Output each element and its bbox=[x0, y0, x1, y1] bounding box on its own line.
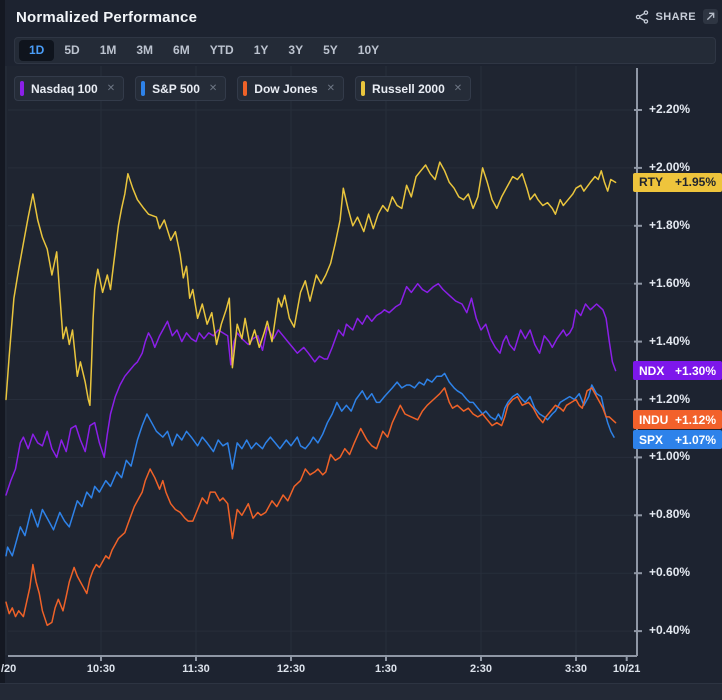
last-value-badge-ndx: NDX +1.30% bbox=[633, 361, 722, 381]
page-title: Normalized Performance bbox=[16, 9, 198, 26]
remove-chip-icon[interactable]: ✕ bbox=[208, 83, 218, 94]
popout-button[interactable] bbox=[703, 9, 718, 24]
badge-symbol: RTY bbox=[639, 175, 663, 190]
legend-chip-russell-2000[interactable]: Russell 2000 ✕ bbox=[355, 76, 472, 101]
badge-value: +1.95% bbox=[674, 175, 716, 190]
x-axis-label: 11:30 bbox=[182, 663, 210, 675]
x-axis-label: /20 bbox=[1, 663, 17, 675]
legend-chip-nasdaq-100[interactable]: Nasdaq 100 ✕ bbox=[14, 76, 125, 101]
badge-symbol: SPX bbox=[639, 432, 664, 447]
share-label: SHARE bbox=[655, 11, 696, 23]
y-axis-label: +2.20% bbox=[649, 102, 691, 116]
tab-3m[interactable]: 3M bbox=[136, 43, 154, 57]
series-line-indu bbox=[5, 387, 617, 627]
x-axis-label: 10:30 bbox=[86, 663, 116, 675]
legend-chip-s-p-500[interactable]: S&P 500 ✕ bbox=[135, 76, 227, 101]
bottom-panel bbox=[0, 683, 722, 700]
x-axis-label: 3:30 bbox=[564, 663, 588, 675]
y-axis-label: +1.60% bbox=[649, 275, 691, 290]
x-axis-label: 1:30 bbox=[374, 663, 398, 675]
range-tabbar: 1D 5D 1M 3M 6M YTD 1Y 3Y 5Y 10Y bbox=[14, 37, 716, 64]
series-line-ndx bbox=[5, 282, 617, 496]
last-value-badge-spx: SPX +1.07% bbox=[633, 430, 722, 450]
tab-1m[interactable]: 1M bbox=[99, 43, 117, 57]
tab-ytd[interactable]: YTD bbox=[209, 43, 234, 57]
y-axis-label: +0.40% bbox=[649, 623, 691, 638]
badge-symbol: INDU bbox=[639, 412, 669, 427]
series-color-bar bbox=[141, 81, 146, 96]
legend: Nasdaq 100 ✕ S&P 500 ✕ Dow Jones ✕ Russell 200… bbox=[14, 76, 472, 101]
series-color-bar bbox=[243, 81, 248, 96]
window-edge bbox=[0, 0, 5, 699]
share-button[interactable]: SHARE bbox=[635, 10, 696, 24]
remove-chip-icon[interactable]: ✕ bbox=[453, 83, 463, 94]
x-axis-label: 12:30 bbox=[276, 663, 306, 675]
tab-1y[interactable]: 1Y bbox=[253, 43, 269, 57]
x-axis-label: 10/21 bbox=[612, 663, 641, 675]
remove-chip-icon[interactable]: ✕ bbox=[106, 83, 116, 94]
plot-background bbox=[5, 66, 637, 656]
badge-value: +1.12% bbox=[674, 412, 716, 427]
remove-chip-icon[interactable]: ✕ bbox=[326, 83, 336, 94]
y-axis-label: +1.40% bbox=[649, 333, 691, 348]
external-link-icon bbox=[706, 12, 715, 21]
tab-1d[interactable]: 1D bbox=[19, 40, 55, 61]
series-label: Nasdaq 100 bbox=[31, 81, 98, 96]
badge-value: +1.07% bbox=[674, 432, 716, 447]
x-axis-label: 2:30 bbox=[469, 663, 493, 675]
series-line-rty bbox=[5, 161, 617, 407]
tab-5y[interactable]: 5Y bbox=[323, 43, 338, 57]
badge-symbol: NDX bbox=[639, 363, 665, 378]
y-axis-label: +0.60% bbox=[649, 565, 691, 580]
share-icon bbox=[636, 10, 649, 24]
last-value-badge-indu: INDU +1.12% bbox=[633, 410, 722, 430]
series-color-bar bbox=[20, 81, 24, 96]
legend-chip-dow-jones[interactable]: Dow Jones ✕ bbox=[237, 76, 345, 101]
series-color-bar bbox=[361, 81, 366, 96]
y-axis-label: +0.80% bbox=[649, 507, 691, 522]
series-label: Russell 2000 bbox=[372, 81, 445, 96]
last-value-badge-rty: RTY +1.95% bbox=[633, 172, 722, 192]
y-axis-label: +1.20% bbox=[649, 391, 691, 406]
tab-10y[interactable]: 10Y bbox=[357, 43, 380, 57]
badge-value: +1.30% bbox=[674, 363, 716, 378]
series-label: S&P 500 bbox=[152, 81, 200, 96]
y-axis-label: +2.00% bbox=[649, 159, 691, 174]
y-axis-label: +1.80% bbox=[649, 217, 691, 232]
tab-5d[interactable]: 5D bbox=[64, 43, 80, 57]
tab-6m[interactable]: 6M bbox=[173, 43, 190, 57]
y-axis-label: +1.00% bbox=[649, 449, 691, 464]
tab-3y[interactable]: 3Y bbox=[288, 43, 304, 57]
series-label: Dow Jones bbox=[254, 81, 318, 96]
series-line-spx bbox=[5, 372, 615, 557]
